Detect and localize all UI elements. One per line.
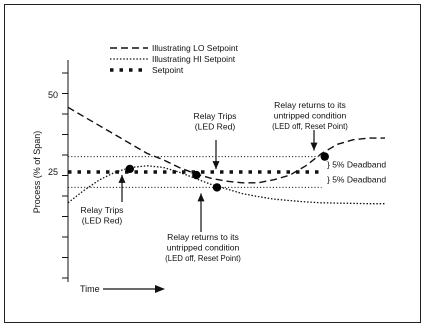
event-arrowhead-3 — [197, 193, 205, 202]
event-label-1: Relay Trips — [81, 205, 124, 215]
legend-label-1: Illustrating LO Setpoint — [152, 43, 239, 53]
event-marker-4 — [320, 152, 329, 161]
event-label-3: Relay returns to its — [167, 232, 239, 242]
y-axis-label: Process (% of Span) — [32, 131, 42, 214]
event-arrowhead-4 — [310, 142, 318, 151]
event-label-4: Relay returns to its — [274, 100, 346, 110]
event-marker-3 — [212, 183, 222, 192]
event-arrowhead-1 — [118, 174, 126, 183]
event-label-2: Relay Trips — [194, 111, 237, 121]
time-arrow-head — [155, 285, 165, 293]
event-label-4: untripped condition — [274, 111, 347, 121]
event-label-1: (LED Red) — [82, 216, 123, 226]
event-label-3: (LED off, Reset Point) — [165, 254, 241, 263]
deadband-annotation: } 5% Deadband — [327, 159, 386, 169]
deadband-annotation: } 5% Deadband — [327, 175, 386, 185]
plot-area: 50 25 Process (% of Span) Time Illustrating … — [32, 43, 386, 294]
figure-border — [4, 4, 421, 323]
event-marker-2 — [192, 170, 201, 180]
legend-label-3: Setpoint — [152, 65, 184, 75]
series-line-1 — [67, 106, 385, 184]
event-arrowhead-2 — [212, 161, 220, 170]
y-tick-label: 25 — [48, 167, 58, 177]
series-line-2 — [67, 165, 385, 205]
legend-label-2: Illustrating HI Setpoint — [152, 54, 236, 64]
event-label-2: (LED Red) — [195, 122, 236, 132]
y-tick-label: 50 — [48, 90, 58, 100]
event-label-4: (LED off, Reset Point) — [272, 122, 348, 131]
event-marker-1 — [125, 164, 135, 174]
event-label-3: untripped condition — [167, 243, 240, 253]
x-axis-label: Time — [80, 284, 100, 294]
